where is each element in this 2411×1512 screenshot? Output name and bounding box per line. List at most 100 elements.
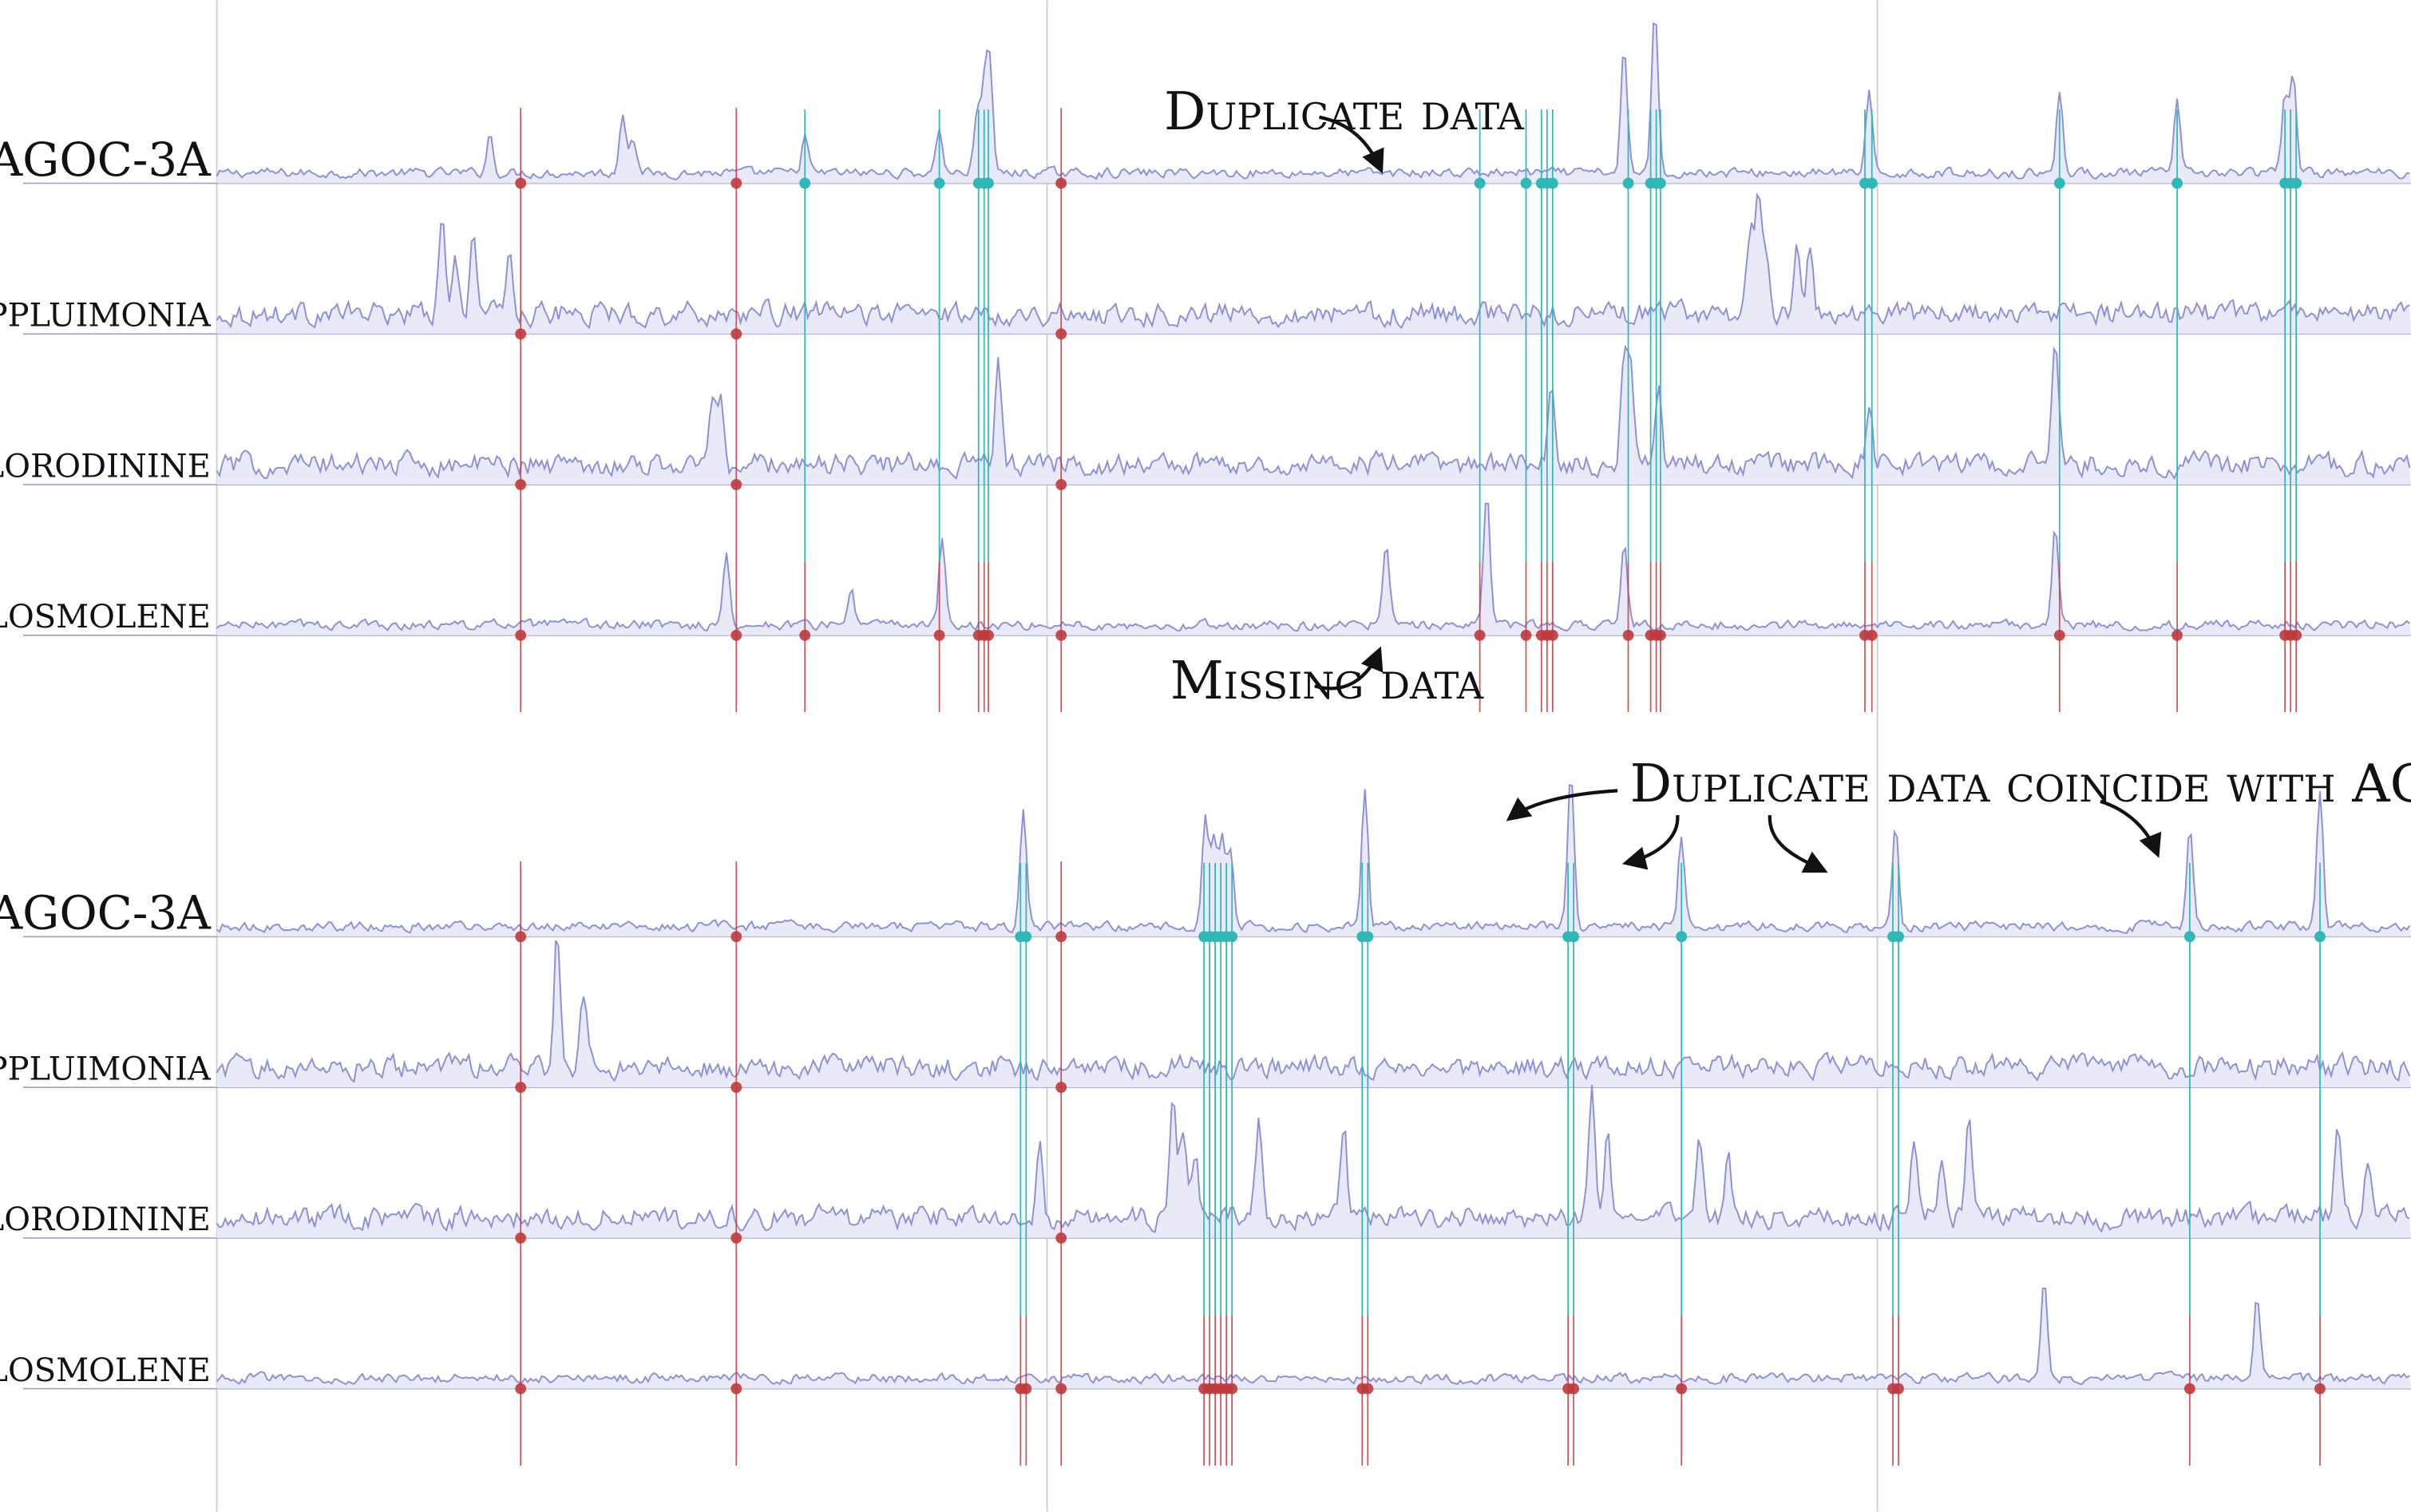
duplicate-data-point <box>983 177 994 189</box>
series-line <box>216 940 2411 1083</box>
series-area <box>216 1288 2411 1389</box>
missing-data-point <box>1055 1383 1067 1395</box>
duplicate-missing-point <box>2053 629 2065 641</box>
series-row: Sensor 5 Methylosmolene <box>0 502 2411 639</box>
duplicate-data-point <box>1622 177 1634 189</box>
series-label: Sensor 6 Appluimonia <box>0 1036 212 1090</box>
missing-data-point <box>730 1232 742 1244</box>
missing-data-point <box>1055 1232 1067 1244</box>
series-line <box>216 784 2411 934</box>
missing-data-point <box>515 328 527 340</box>
duplicate-data-point <box>2171 177 2183 189</box>
series-label: Sensor 5 AGOC-3A <box>0 133 212 187</box>
missing-data-point <box>730 629 742 641</box>
annotation-duplicate-coincide: Duplicate data coincide with AGOC-3A spi… <box>1630 754 2411 814</box>
missing-data-point <box>730 328 742 340</box>
duplicate-data-point <box>1654 177 1666 189</box>
series-label: Sensor 5 Methylosmolene <box>0 584 211 639</box>
missing-data-point <box>1055 931 1067 943</box>
duplicate-data-point <box>1020 931 1032 943</box>
series-line <box>216 1084 2410 1233</box>
series-area <box>216 940 2411 1088</box>
annotations: Duplicate data Missing data Duplicate da… <box>1164 81 2411 873</box>
duplicate-missing-point <box>1520 629 1532 641</box>
series-label: Sensor 5 Appluimonia <box>0 283 212 338</box>
series-line <box>216 192 2410 330</box>
duplicate-missing-point <box>933 629 945 641</box>
series-area <box>216 195 2411 334</box>
missing-data-point <box>1055 177 1067 189</box>
series-row: Sensor 6 Methylosmolene <box>0 1287 2411 1392</box>
missing-data-point <box>515 1232 527 1244</box>
missing-data-point <box>730 1383 742 1395</box>
duplicate-data-point <box>1362 931 1374 943</box>
annotation-missing-data-arrow <box>1314 646 1384 691</box>
duplicate-missing-point <box>2314 1383 2326 1395</box>
missing-data-point <box>515 479 527 490</box>
duplicate-missing-point <box>1866 629 1878 641</box>
missing-data-point <box>1055 629 1067 641</box>
duplicate-data-point <box>2183 931 2195 943</box>
missing-data-point <box>515 177 527 189</box>
annotation-coincide-arrow-2 <box>1621 815 1680 870</box>
duplicate-data-point <box>1520 177 1532 189</box>
duplicate-missing-point <box>1226 1383 1238 1395</box>
duplicate-missing-point <box>1546 629 1558 641</box>
missing-data-point <box>515 629 527 641</box>
sensor-panels: Sensor 5 AGOC-3A Sensor 5 Appluimonia Sens… <box>0 22 2411 1466</box>
missing-data-point <box>1055 479 1067 490</box>
series-row: Sensor 5 Appluimonia <box>0 192 2411 338</box>
missing-data-point <box>515 1082 527 1093</box>
duplicate-missing-point <box>983 629 994 641</box>
series-row: Sensor 5 AGOC-3A <box>0 22 2411 187</box>
annotation-coincide-arrow-4 <box>2100 799 2162 858</box>
duplicate-data-point <box>1568 931 1580 943</box>
missing-data-point <box>515 931 527 943</box>
duplicate-missing-point <box>1893 1383 1904 1395</box>
duplicate-missing-point <box>1568 1383 1580 1395</box>
duplicate-data-point <box>933 177 945 189</box>
duplicate-data-point <box>2290 177 2302 189</box>
duplicate-missing-point <box>2290 629 2302 641</box>
duplicate-missing-point <box>1020 1383 1032 1395</box>
vertical-gridlines <box>216 0 1879 1512</box>
missing-data-point <box>515 1383 527 1395</box>
duplicate-missing-point <box>1622 629 1634 641</box>
missing-data-point <box>1055 1082 1067 1093</box>
annotation-duplicate-data-arrow <box>1319 115 1384 174</box>
missing-data-point <box>730 1082 742 1093</box>
duplicate-missing-point <box>2183 1383 2195 1395</box>
duplicate-data-point <box>799 177 811 189</box>
series-label: Sensor 6 Methylosmolene <box>0 1338 211 1392</box>
duplicate-data-point <box>1226 931 1238 943</box>
missing-data-point <box>730 177 742 189</box>
duplicate-data-point <box>1474 177 1486 189</box>
duplicate-data-point <box>2053 177 2065 189</box>
duplicate-missing-point <box>1474 629 1486 641</box>
series-row: Sensor 5 Chlorodinine <box>0 344 2411 488</box>
series-line <box>216 22 2410 180</box>
series-area <box>216 503 2411 635</box>
missing-data-point <box>730 479 742 490</box>
series-area <box>216 785 2411 937</box>
series-line <box>216 1287 2410 1386</box>
series-area <box>216 346 2411 485</box>
duplicate-data-point <box>2314 931 2326 943</box>
duplicate-missing-point <box>2171 629 2183 641</box>
series-row: Sensor 6 Chlorodinine <box>0 1084 2411 1241</box>
annotation-coincide-arrow-3 <box>1768 815 1828 873</box>
duplicate-data-point <box>1893 931 1904 943</box>
series-label: Sensor 6 Chlorodinine <box>0 1187 211 1241</box>
series-area <box>216 1084 2411 1238</box>
duplicate-data-point <box>1866 177 1878 189</box>
missing-data-point <box>1055 328 1067 340</box>
series-line <box>216 344 2411 481</box>
series-row: Sensor 6 Appluimonia <box>0 940 2411 1090</box>
panel-2: Sensor 6 AGOC-3A Sensor 6 Appluimonia Sens… <box>0 784 2411 1466</box>
series-line <box>216 502 2410 632</box>
annotation-missing-data: Missing data <box>1170 651 1484 711</box>
annotation-coincide-arrow-1 <box>1506 789 1618 821</box>
duplicate-missing-point <box>1654 629 1666 641</box>
duplicate-missing-point <box>799 629 811 641</box>
